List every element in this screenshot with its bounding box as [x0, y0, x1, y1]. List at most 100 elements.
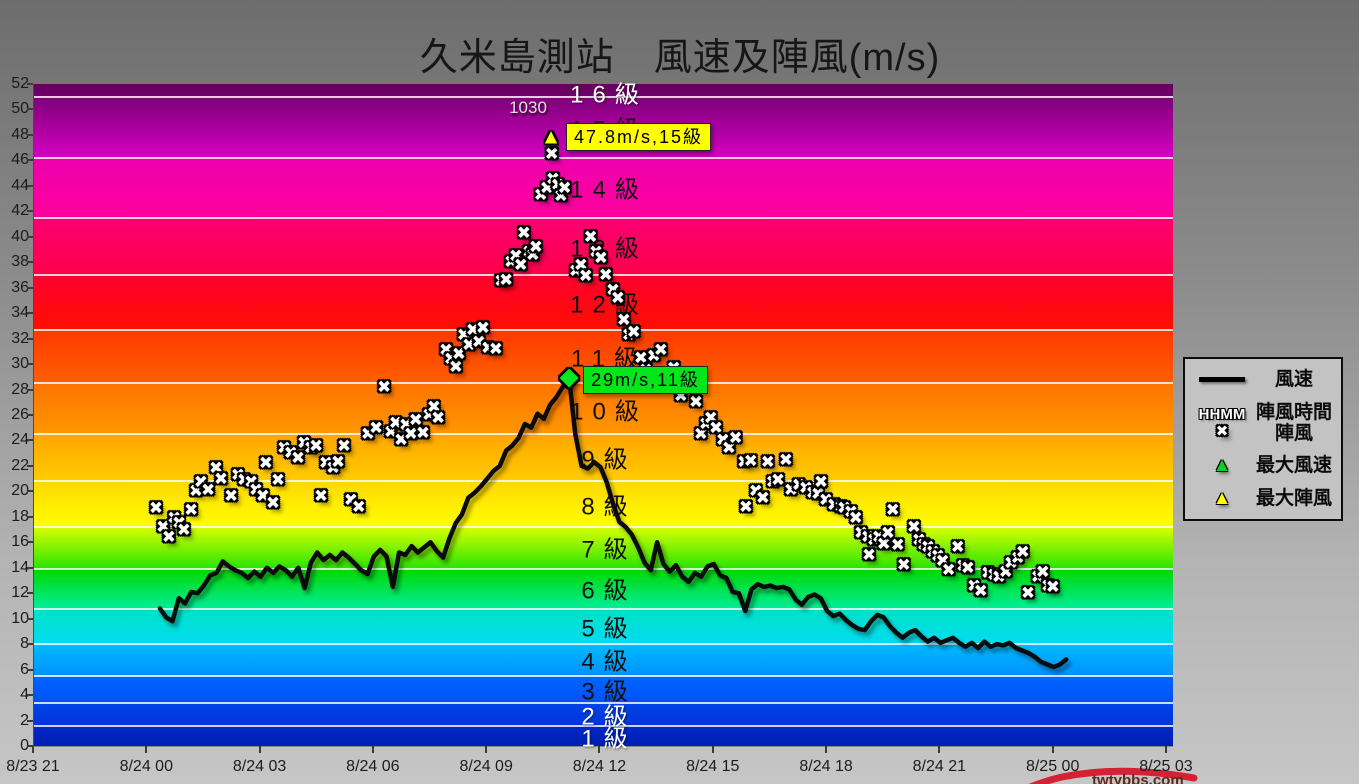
gust-marker: ✖	[171, 513, 187, 533]
y-axis-tick	[27, 719, 33, 722]
gust-marker: ✖	[1015, 542, 1030, 562]
gust-marker: ✖	[513, 255, 528, 275]
y-axis-tick	[27, 210, 33, 213]
x-axis-label: 8/25 03	[1139, 758, 1193, 775]
gust-marker: ✖	[480, 338, 496, 358]
max-wind-diamond-icon: ◆	[559, 362, 579, 391]
y-axis-label: 48	[11, 125, 29, 143]
max-gust-triangle-icon: ▲	[540, 125, 562, 149]
beaufort-gridline	[34, 701, 1173, 704]
gust-marker: ✖	[861, 545, 877, 565]
gust-marker: ✖	[403, 424, 419, 444]
gust-marker: ✖	[213, 469, 229, 489]
gust-marker: ✖	[383, 422, 398, 442]
gust-marker: ✖	[330, 452, 346, 472]
gust-marker: ✖	[925, 542, 940, 562]
gust-marker: ✖	[778, 450, 794, 470]
gust-marker: ✖	[610, 288, 625, 308]
gust-marker: ✖	[966, 576, 982, 596]
gust-marker: ✖	[183, 500, 199, 520]
gust-marker: ✖	[833, 497, 849, 517]
beaufort-gridline	[34, 674, 1173, 677]
wind-line-swatch-icon	[1199, 377, 1245, 382]
gust-marker: ✖	[1045, 577, 1061, 597]
gust-marker: ✖	[1040, 576, 1056, 596]
gust-marker: ✖	[156, 517, 171, 537]
gust-marker: ✖	[308, 436, 324, 456]
gust-marker: ✖	[521, 242, 537, 262]
gust-marker: ✖	[633, 348, 648, 368]
gust-marker: ✖	[224, 486, 239, 506]
y-axis-label: 2	[20, 711, 29, 729]
gust-marker: ✖	[748, 481, 763, 501]
y-axis-label: 14	[11, 558, 29, 576]
gust-marker: ✖	[791, 475, 806, 495]
y-axis-label: 30	[11, 355, 29, 373]
x-axis-tick	[825, 746, 828, 753]
y-axis-label: 22	[11, 456, 29, 474]
gust-marker: ✖	[533, 185, 548, 205]
gust-marker: ✖	[525, 245, 540, 265]
gust-marker: ✖	[176, 520, 192, 540]
y-axis-tick	[27, 617, 33, 620]
gust-marker: ✖	[960, 558, 976, 578]
watermark-swoosh-icon	[1028, 767, 1198, 784]
gust-marker: ✖	[494, 271, 509, 291]
gust-marker: ✖	[161, 527, 176, 547]
gust-marker: ✖	[376, 377, 392, 397]
beaufort-gridline	[34, 216, 1173, 219]
gust-marker: ✖	[810, 484, 826, 504]
gust-marker: ✖	[528, 237, 544, 257]
gust-marker: ✖	[980, 563, 996, 583]
max-gust-tooltip: 47.8m/s,15級	[566, 123, 712, 152]
y-axis-tick	[27, 592, 33, 595]
gust-marker: ✖	[303, 438, 318, 458]
y-axis-label: 28	[11, 380, 29, 398]
y-axis-tick	[27, 745, 33, 747]
gust-marker: ✖	[598, 265, 613, 285]
gust-marker: ✖	[553, 186, 568, 206]
gust-marker: ✖	[343, 490, 358, 510]
gust-marker: ✖	[935, 551, 950, 571]
y-axis-label: 40	[11, 227, 29, 245]
y-axis-tick	[27, 133, 33, 136]
gust-marker: ✖	[498, 270, 514, 290]
gust-marker: ✖	[646, 346, 661, 366]
gust-marker: ✖	[1003, 553, 1019, 573]
gust-marker: ✖	[920, 537, 936, 557]
legend-gust-time-text: 陣風時間	[1255, 401, 1332, 423]
y-axis-label: 16	[11, 533, 29, 551]
gust-marker: ✖	[200, 480, 216, 500]
gust-marker: ✖	[573, 255, 588, 275]
gust-marker: ✖	[760, 452, 775, 472]
gust-marker: ✖	[578, 266, 593, 286]
gust-marker: ✖	[415, 423, 431, 443]
gust-marker: ✖	[258, 453, 273, 473]
gust-marker: ✖	[208, 458, 224, 478]
gust-marker: ✖	[1035, 562, 1050, 582]
gust-marker: ✖	[461, 335, 477, 355]
gust-marker: ✖	[475, 318, 491, 338]
legend-row-max-gust: ▲ 最大陣風	[1191, 488, 1335, 509]
y-axis-tick	[27, 108, 33, 111]
gust-marker: ✖	[998, 562, 1013, 582]
gust-marker: ✖	[166, 508, 182, 528]
gust-marker: ✖	[836, 498, 852, 518]
gust-marker: ✖	[318, 453, 334, 473]
beaufort-gridline	[34, 95, 1173, 98]
gust-marker: ✖	[911, 530, 926, 550]
gust-marker: ✖	[955, 556, 971, 576]
gust-marker: ✖	[369, 418, 384, 438]
gust-marker: ✖	[283, 443, 298, 463]
gust-marker: ✖	[188, 481, 204, 501]
gust-marker: ✖	[860, 527, 875, 547]
max-gust-time-label: 1030	[509, 98, 547, 118]
beaufort-band-label: 6級	[581, 577, 637, 605]
y-axis-label: 0	[20, 737, 29, 754]
x-axis-tick	[485, 746, 488, 753]
beaufort-gridline	[34, 156, 1173, 159]
gust-marker: ✖	[393, 430, 409, 450]
gust-marker: ✖	[755, 488, 770, 508]
gust-marker: ✖	[715, 430, 730, 450]
beaufort-band-label: 14級	[570, 176, 648, 204]
